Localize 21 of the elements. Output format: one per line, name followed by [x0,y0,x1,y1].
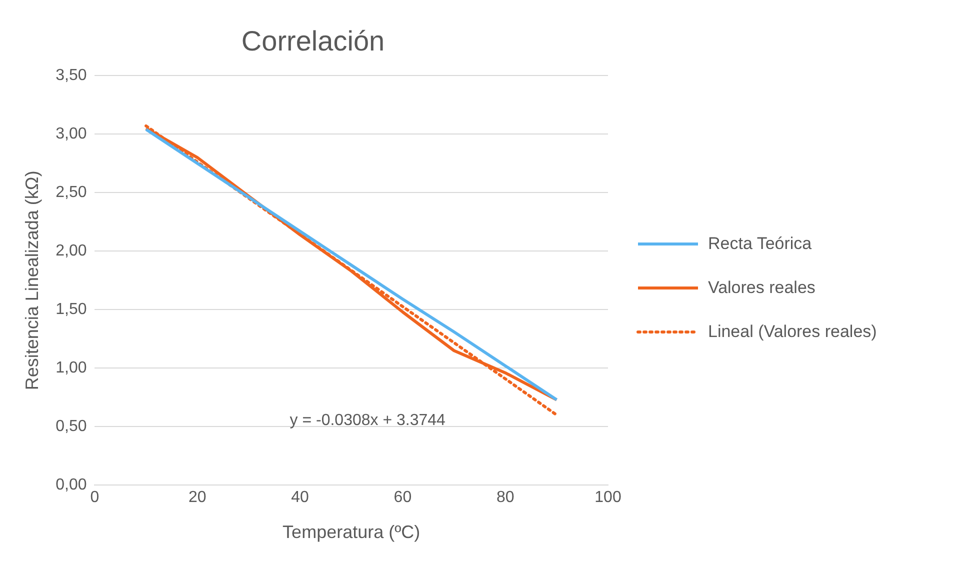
x-tick-label: 0 [90,489,100,506]
x-tick-label: 20 [188,489,206,506]
legend-label: Lineal (Valores reales) [708,322,877,342]
y-tick-label: 0,00 [56,476,87,494]
x-tick-label: 60 [394,489,412,506]
annotation: y = -0.0308x + 3.3744 [290,412,446,430]
y-axis-title: Resitencia Linealizada (kΩ) [22,170,42,390]
legend-label: Valores reales [708,278,816,298]
y-tick-label: 1,00 [56,360,87,377]
chart-title: Correlación [241,26,385,57]
legend-label: Recta Teórica [708,234,812,254]
y-tick-label: 2,50 [56,184,87,202]
x-tick-label: 80 [496,489,514,506]
y-tick-label: 3,50 [56,67,87,84]
y-tick-label: 1,50 [56,301,87,318]
x-tick-label: 100 [594,489,622,506]
y-tick-label: 3,00 [56,126,87,143]
y-tick-label: 0,50 [56,418,87,436]
x-tick-label: 40 [291,489,310,506]
x-axis-title: Temperatura (ºC) [282,522,420,542]
y-tick-label: 2,00 [56,242,87,260]
